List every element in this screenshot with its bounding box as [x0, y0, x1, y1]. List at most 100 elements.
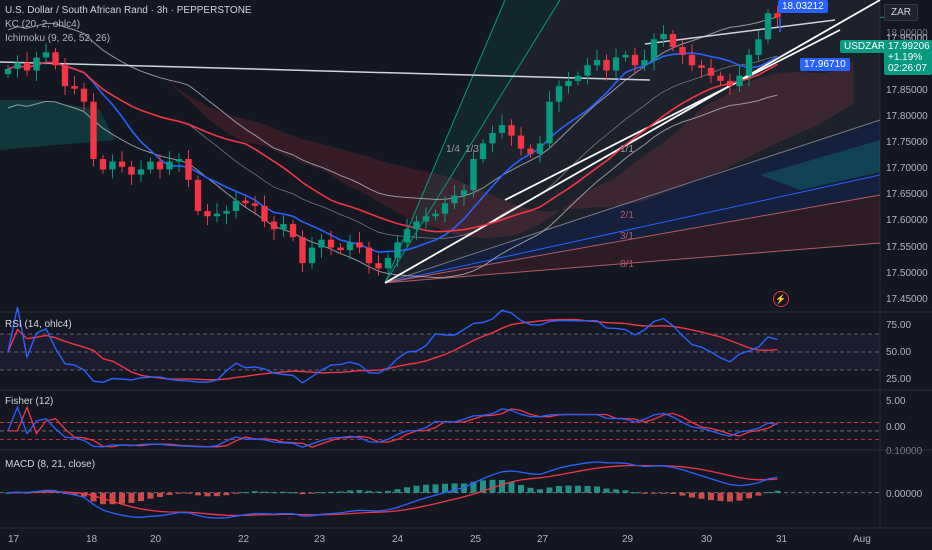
- countdown: 02:26:07: [888, 63, 927, 74]
- candle-body: [337, 247, 344, 251]
- fisher-tick-5: 5.00: [886, 396, 906, 407]
- price-tick: 17.45000: [886, 293, 928, 305]
- macd-histogram-bar: [451, 483, 458, 493]
- symbol-title[interactable]: U.S. Dollar / South African Rand · 3h · …: [5, 5, 252, 16]
- fisher-title[interactable]: Fisher (12): [5, 396, 54, 407]
- kc-legend[interactable]: KC (20, 2, ohlc4): [5, 19, 81, 30]
- candle-body: [650, 39, 658, 61]
- price-axis-background: [880, 0, 932, 550]
- macd-tick-0: 0.00000: [886, 489, 923, 500]
- macd-histogram-bar: [717, 492, 724, 501]
- candle-body: [71, 86, 78, 89]
- rsi-line: [7, 306, 778, 384]
- symbol-tag: USDZAR: [840, 40, 890, 53]
- fan-label-1-3: 1/3: [465, 144, 479, 155]
- price-tick-top: 18.00000: [886, 28, 928, 39]
- macd-histogram-bar: [138, 492, 144, 502]
- tenkan-line: [7, 52, 778, 253]
- candle-body: [441, 203, 449, 214]
- macd-line: [7, 461, 778, 519]
- fan-label-8-1: 8/1: [620, 259, 634, 270]
- price-tick: 17.60000: [886, 215, 928, 227]
- kc-lower-band: [7, 94, 778, 279]
- candle-body: [261, 205, 268, 222]
- macd-histogram-bar: [337, 491, 344, 493]
- macd-histogram-bar: [166, 492, 173, 495]
- macd-histogram-bar: [565, 485, 572, 493]
- candle-body: [365, 247, 373, 264]
- macd-histogram-bar: [375, 491, 382, 493]
- macd-title[interactable]: MACD (8, 21, close): [5, 459, 96, 470]
- price-tick: 17.65000: [886, 189, 928, 201]
- ichimoku-cloud-green: [0, 100, 115, 150]
- lightning-icon[interactable]: ⚡: [773, 291, 789, 307]
- candle-body: [517, 135, 525, 149]
- marker-price-label[interactable]: 17.96710: [800, 58, 850, 71]
- candle-body: [80, 88, 88, 102]
- candle-body: [213, 213, 221, 217]
- chart-background: [0, 0, 880, 550]
- candle-body: [745, 54, 753, 76]
- fan-label-1-1: 1/1: [620, 144, 634, 155]
- candle-body: [289, 224, 297, 238]
- macd-histogram-bar: [508, 481, 515, 493]
- candle-body: [128, 166, 135, 175]
- price-tick: 17.70000: [886, 163, 928, 175]
- macd-histogram-bar: [147, 492, 154, 499]
- currency-label[interactable]: ZAR: [884, 4, 918, 21]
- fan-line: [384, 119, 881, 284]
- candle-body: [251, 203, 259, 206]
- macd-histogram-bar: [679, 492, 686, 496]
- macd-histogram-bar: [394, 489, 401, 493]
- ichimoku-cloud-future: [760, 140, 880, 190]
- macd-histogram-bar: [774, 490, 781, 493]
- macd-histogram-bar: [214, 492, 220, 497]
- macd-histogram-bar: [432, 484, 439, 493]
- candle-body: [90, 101, 97, 159]
- candle-body: [736, 75, 743, 87]
- fisher-line: [7, 405, 778, 448]
- macd-histogram-bar: [309, 492, 315, 494]
- price-tick: 17.80000: [886, 111, 928, 123]
- candle-body: [52, 52, 59, 66]
- macd-histogram-bar: [252, 491, 258, 493]
- macd-histogram-bar: [708, 492, 714, 501]
- macd-histogram-bar: [651, 492, 657, 494]
- candle-body: [451, 195, 458, 204]
- candle-body: [479, 143, 487, 159]
- time-tick: 17: [8, 534, 20, 545]
- candle-body: [508, 125, 515, 136]
- macd-histogram-bar: [746, 492, 752, 499]
- macd-histogram-bar: [556, 485, 562, 493]
- rsi-title[interactable]: RSI (14, ohlc4): [5, 319, 72, 330]
- macd-histogram-bar: [318, 492, 325, 494]
- candle-body: [33, 57, 40, 71]
- macd-histogram-bar: [727, 492, 733, 502]
- macd-histogram-bar: [119, 492, 125, 504]
- candle-body: [270, 221, 278, 230]
- time-tick: 24: [392, 534, 404, 545]
- macd-histogram-bar: [575, 485, 581, 493]
- candle-body: [299, 237, 306, 264]
- fan-line: [384, 242, 881, 284]
- macd-histogram-bar: [157, 492, 163, 498]
- candle-body: [204, 211, 211, 217]
- candle-body: [698, 65, 705, 68]
- kijun-line: [7, 61, 778, 233]
- candle-body: [631, 54, 639, 66]
- macd-tick-010: 0.10000: [886, 446, 923, 457]
- fan-label-2-1: 2/1: [620, 210, 634, 221]
- time-tick: Aug: [853, 534, 871, 545]
- high-price-label[interactable]: 18.03212: [778, 0, 828, 13]
- price-tick: 17.55000: [886, 241, 928, 253]
- trend-line: [504, 29, 841, 201]
- time-tick: 27: [537, 534, 549, 545]
- ichimoku-legend[interactable]: Ichimoku (9, 26, 52, 26): [5, 33, 111, 44]
- macd-histogram-bar: [736, 492, 743, 501]
- candle-body: [14, 62, 21, 69]
- candle-body: [679, 47, 686, 55]
- price-tick: 17.95000: [886, 33, 928, 45]
- candle-body: [498, 125, 506, 133]
- macd-histogram-bar: [242, 492, 249, 494]
